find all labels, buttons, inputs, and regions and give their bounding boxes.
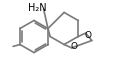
Text: O: O: [71, 42, 78, 51]
Text: H₂N: H₂N: [28, 3, 47, 13]
Text: O: O: [85, 31, 92, 40]
